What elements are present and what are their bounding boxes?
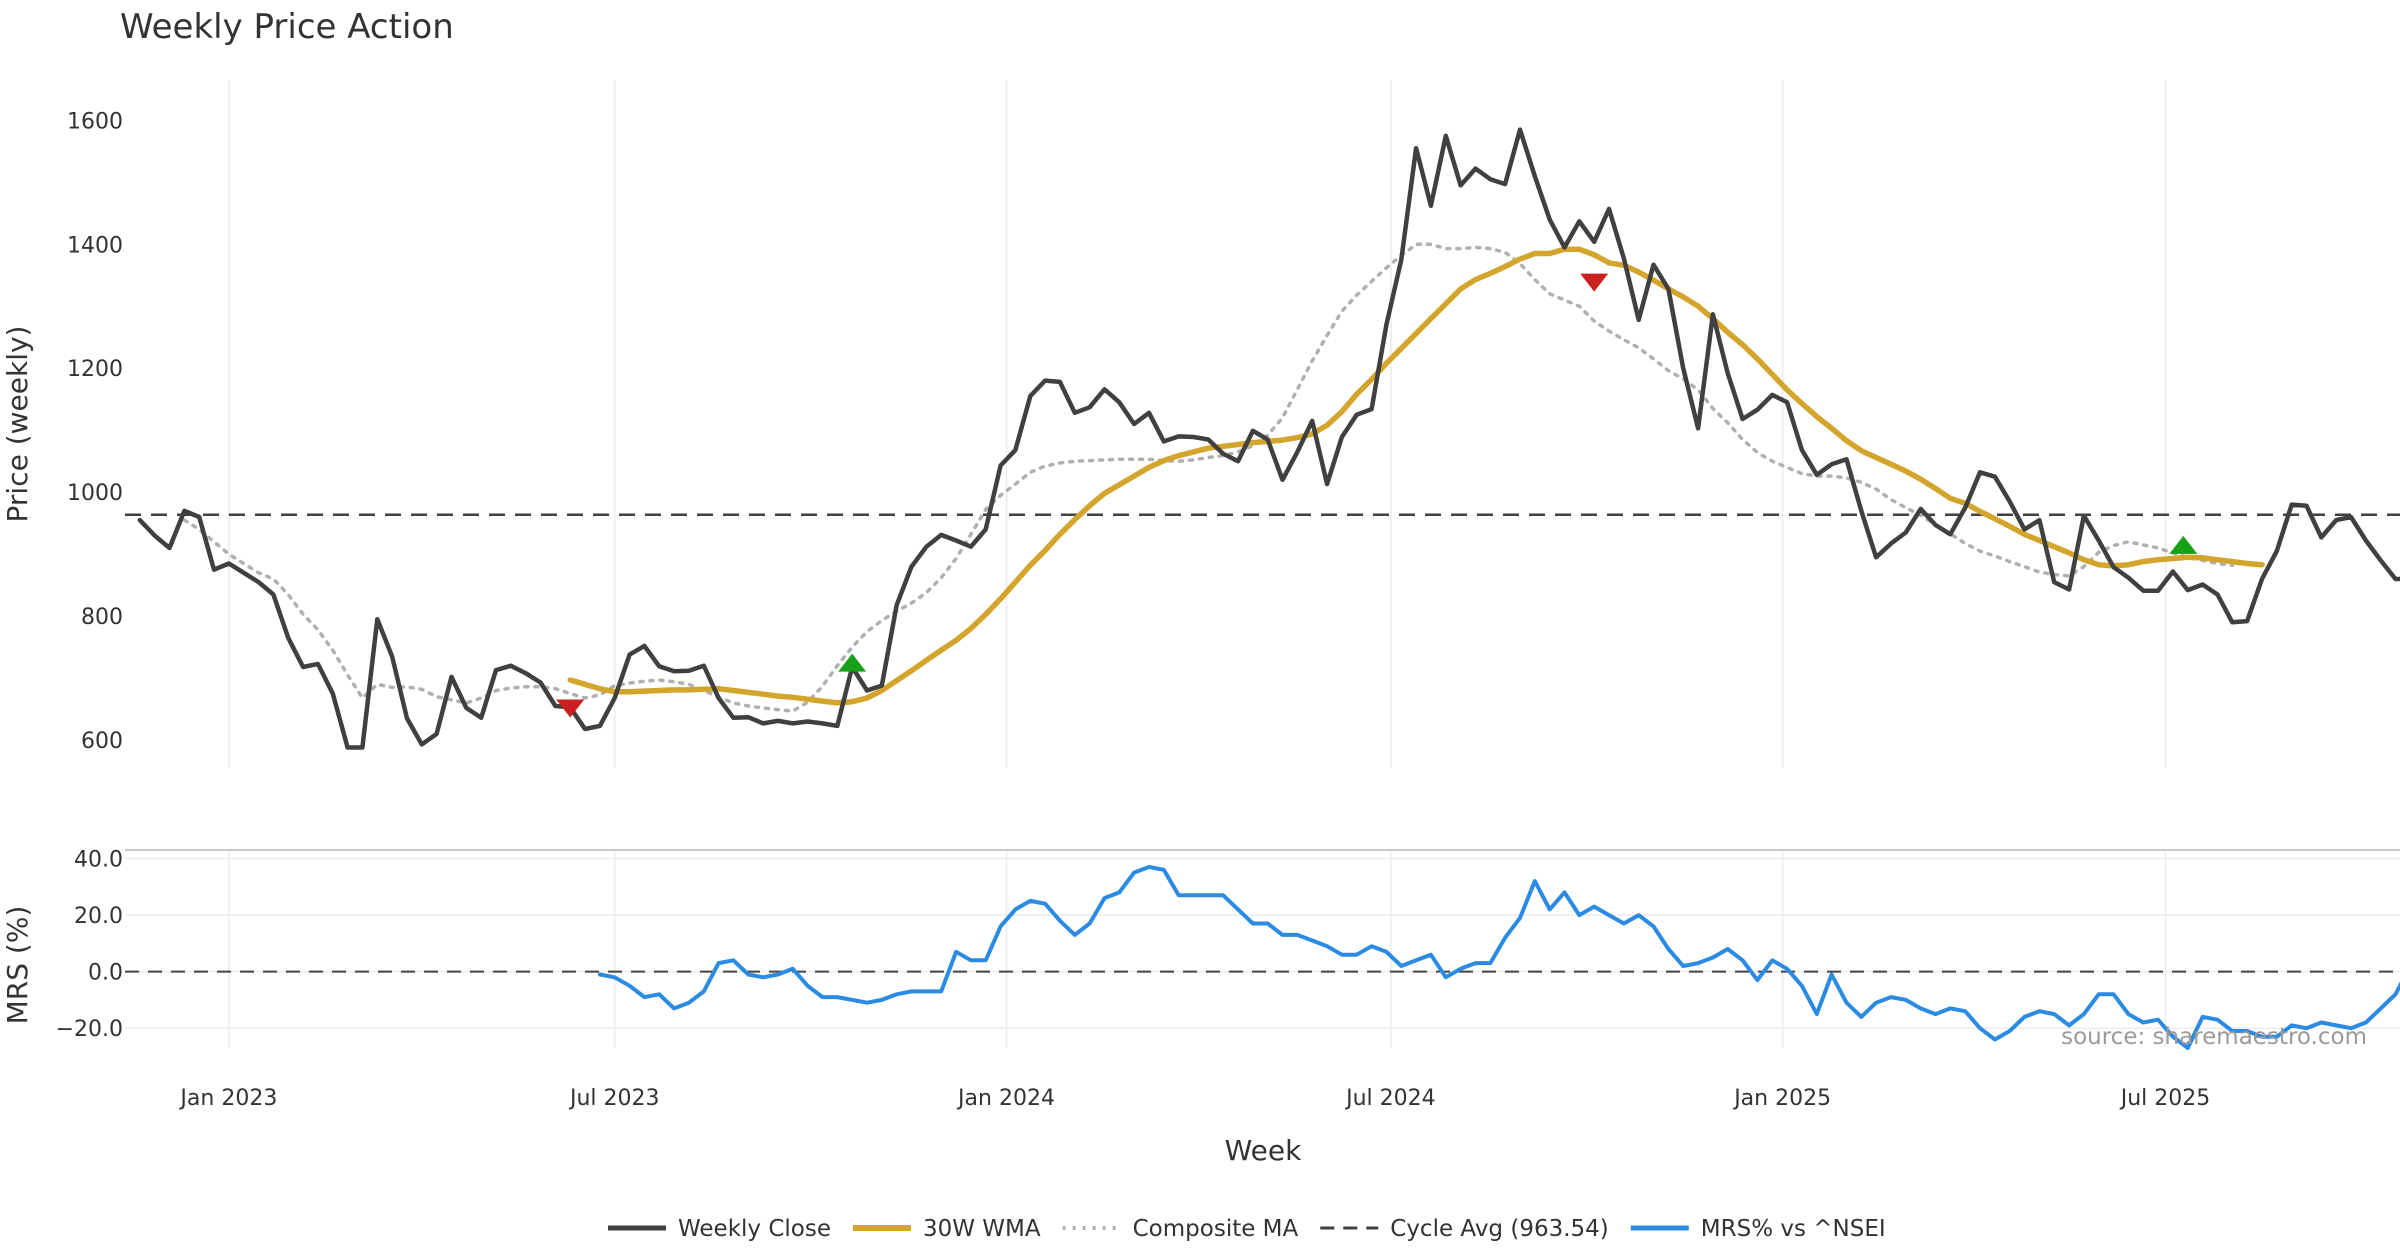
price-y-axis-label: Price (weekly) [1, 326, 34, 523]
legend-composite-ma: Composite MA [1062, 1216, 1299, 1242]
legend-label: Weekly Close [678, 1216, 831, 1242]
mrs-y-axis-label: MRS (%) [1, 906, 34, 1025]
legend: Weekly Close 30W WMA Composite MA Cycle Avg… [608, 1216, 1886, 1242]
legend-label: MRS% vs ^NSEI [1701, 1216, 1886, 1242]
wma-30w-line [567, 246, 2265, 706]
x-tick-label: Jul 2024 [1344, 1086, 1436, 1111]
price-y-tick-label: 1200 [67, 357, 123, 382]
sell-signal-marker [1580, 273, 1609, 292]
legend-label: 30W WMA [923, 1216, 1041, 1242]
weekly-close-line [137, 127, 2400, 750]
mrs-y-tick-label: 40.0 [74, 847, 123, 872]
legend-label: Cycle Avg (963.54) [1390, 1216, 1609, 1242]
legend-mrs: MRS% vs ^NSEI [1630, 1216, 1886, 1242]
chart-title: Weekly Price Action [120, 7, 454, 47]
legend-wma: 30W WMA [852, 1216, 1041, 1242]
mrs-y-tick-label: 20.0 [74, 904, 123, 929]
mrs-plot [125, 865, 2400, 1050]
mrs-line [597, 865, 2400, 1050]
x-tick-label: Jan 2024 [956, 1086, 1055, 1111]
price-y-tick-label: 800 [81, 605, 123, 630]
price-y-tick-label: 1000 [67, 481, 123, 506]
source-note: source: sharemaestro.com [2061, 1024, 2367, 1050]
x-tick-label: Jan 2025 [1732, 1086, 1831, 1111]
price-y-tick-label: 1600 [67, 109, 123, 134]
x-axis-label: Week [1225, 1134, 1302, 1167]
buy-signal-marker [2169, 535, 2198, 554]
x-tick-label: Jan 2023 [178, 1086, 277, 1111]
legend-weekly-close: Weekly Close [608, 1216, 831, 1242]
buy-signal-marker [838, 653, 867, 672]
legend-label: Composite MA [1133, 1216, 1299, 1242]
mrs-y-tick-label: 0.0 [88, 961, 123, 986]
x-tick-label: Jul 2025 [2119, 1086, 2211, 1111]
x-tick-label: Jul 2023 [568, 1086, 660, 1111]
composite-ma-line [182, 242, 2235, 713]
sell-signal-marker [556, 699, 585, 718]
price-grid [228, 80, 2167, 768]
price-y-tick-label: 1400 [67, 233, 123, 258]
axes: Jan 2023 Jul 2023 Jan 2024 Jul 2024 Jan 2025… [56, 109, 2211, 1111]
price-plot [125, 127, 2400, 750]
mrs-y-tick-label: −20.0 [56, 1017, 123, 1042]
legend-cycle-avg: Cycle Avg (963.54) [1320, 1216, 1609, 1242]
price-y-tick-label: 600 [81, 729, 123, 754]
